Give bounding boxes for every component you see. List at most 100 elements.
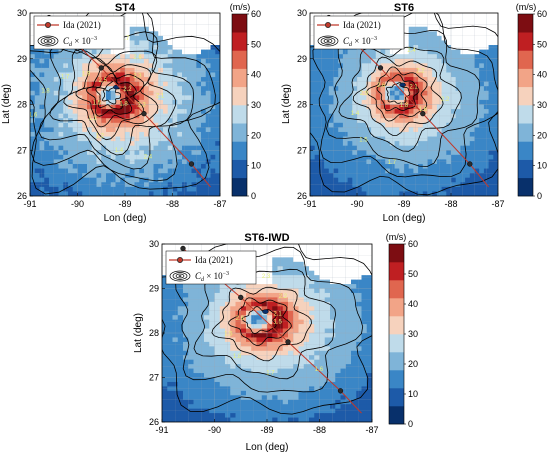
wind-cell: [139, 104, 145, 110]
wind-cell: [441, 150, 447, 156]
wind-cell: [214, 337, 221, 343]
wind-cell: [389, 118, 395, 124]
wind-cell: [225, 359, 231, 365]
wind-cell: [230, 315, 236, 321]
wind-cell: [39, 186, 45, 192]
wind-cell: [183, 319, 189, 325]
wind-cell: [418, 63, 424, 69]
wind-cell: [324, 104, 330, 110]
wind-cell: [347, 13, 353, 18]
wind-cell: [106, 182, 112, 188]
colorbar-tick-label: 30: [537, 100, 547, 110]
wind-cell: [277, 346, 284, 352]
wind-cell: [63, 145, 69, 151]
wind-cell: [488, 63, 494, 69]
wind-cell: [193, 297, 200, 303]
wind-cell: [441, 154, 447, 160]
wind-cell: [177, 168, 183, 174]
wind-cell: [183, 395, 189, 401]
wind-cell: [172, 127, 178, 133]
wind-cell: [375, 141, 381, 147]
wind-cell: [267, 315, 273, 321]
wind-cell: [158, 67, 164, 73]
wind-cell: [219, 315, 226, 321]
wind-cell: [58, 131, 64, 137]
wind-cell: [479, 13, 485, 18]
wind-cell: [347, 173, 353, 179]
wind-cell: [404, 173, 410, 179]
wind-cell: [201, 99, 207, 105]
wind-cell: [39, 150, 45, 156]
wind-cell: [139, 49, 145, 55]
wind-cell: [191, 145, 197, 151]
cd-contours: [30, 13, 220, 195]
wind-cell: [272, 319, 278, 325]
wind-cell: [177, 159, 183, 165]
wind-cell: [345, 310, 352, 316]
wind-cell: [115, 118, 121, 124]
wind-cell: [129, 95, 135, 101]
wind-cell: [215, 17, 220, 23]
wind-cell: [201, 127, 207, 133]
wind-cell: [63, 168, 69, 174]
wind-cell: [148, 122, 154, 128]
wind-cell: [34, 77, 40, 83]
wind-cell: [144, 150, 150, 156]
wind-cell: [44, 81, 50, 87]
wind-cell: [352, 173, 358, 179]
wind-cell: [288, 364, 294, 369]
wind-cell: [479, 145, 485, 151]
wind-cell: [357, 118, 363, 124]
wind-cell: [408, 81, 414, 87]
wind-cell: [225, 337, 231, 343]
wind-cell: [183, 408, 189, 414]
wind-cell: [158, 13, 164, 18]
wind-cell: [240, 395, 247, 401]
wind-cell: [205, 58, 211, 64]
wind-cell: [204, 319, 210, 325]
wind-cell: [451, 186, 457, 192]
wind-cell: [219, 301, 226, 307]
wind-cell: [30, 17, 36, 23]
wind-cell: [101, 131, 107, 137]
wind-cell: [240, 355, 247, 361]
wind-cell: [210, 63, 216, 69]
wind-cell: [148, 67, 154, 73]
wind-cell: [144, 72, 150, 78]
wind-cell: [469, 168, 475, 174]
wind-cell: [39, 77, 45, 83]
wind-cell: [288, 373, 294, 378]
wind-cell: [201, 186, 207, 192]
wind-cell: [198, 364, 205, 369]
wind-cell: [469, 77, 475, 83]
wind-cell: [101, 141, 107, 147]
wind-cell: [469, 31, 475, 37]
wind-cell: [256, 337, 263, 343]
wind-cell: [361, 168, 367, 174]
wind-cell: [267, 284, 273, 289]
wind-cell: [293, 270, 299, 276]
wind-cell: [474, 182, 480, 188]
wind-cell: [72, 163, 78, 169]
wind-cell: [158, 49, 164, 55]
wind-cell: [324, 413, 331, 418]
wind-cell: [163, 49, 169, 55]
wind-cell: [225, 386, 231, 392]
wind-cell: [172, 13, 178, 18]
wind-cell: [129, 26, 135, 32]
wind-cell: [188, 301, 194, 307]
wind-cell: [191, 17, 197, 23]
wind-cell: [460, 173, 466, 179]
wind-cell: [493, 163, 498, 169]
wind-cell: [225, 368, 231, 374]
colorbar-tick-label: 50: [251, 39, 261, 49]
wind-cell: [246, 315, 252, 321]
wind-cell: [44, 131, 50, 137]
wind-cell: [251, 395, 257, 401]
wind-cell: [182, 173, 188, 179]
wind-cell: [182, 122, 188, 128]
wind-cell: [351, 350, 357, 356]
wind-cell: [314, 81, 320, 87]
wind-cell: [30, 35, 36, 41]
